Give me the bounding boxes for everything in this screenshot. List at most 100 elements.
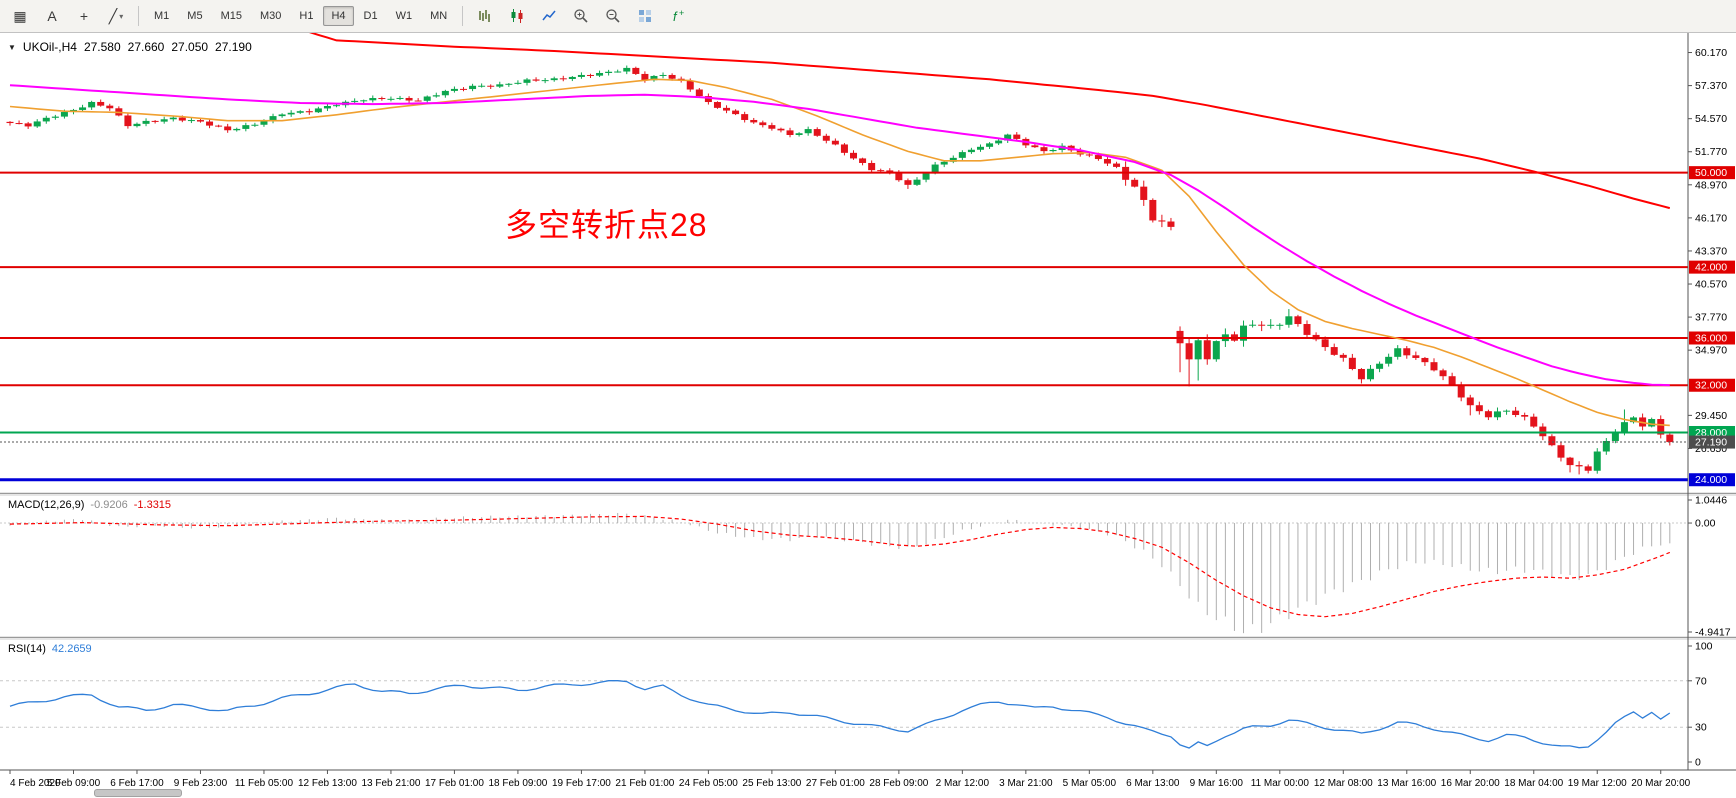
timeframe-d1-button[interactable]: D1: [363, 10, 378, 22]
toolbar-right-group: f +: [469, 3, 693, 29]
svg-text:25 Feb 13:00: 25 Feb 13:00: [742, 778, 801, 789]
timeframe-mn-button[interactable]: MN: [430, 10, 448, 22]
dropdown-arrow-icon: ▾: [119, 11, 124, 21]
macd-signal-line: [9, 515, 1671, 618]
chart-candles-icon[interactable]: [501, 3, 533, 29]
svg-text:50.000: 50.000: [1695, 167, 1727, 179]
timeframe-m5-button[interactable]: M5: [187, 10, 203, 22]
svg-text:11 Feb 05:00: 11 Feb 05:00: [235, 778, 294, 789]
svg-text:11 Mar 00:00: 11 Mar 00:00: [1251, 778, 1310, 789]
svg-text:9 Mar 16:00: 9 Mar 16:00: [1190, 778, 1244, 789]
ma-fast-line: [9, 78, 1670, 427]
rsi-name: RSI(14): [8, 643, 46, 655]
svg-text:3 Mar 21:00: 3 Mar 21:00: [999, 778, 1053, 789]
rsi-value: 42.2659: [51, 643, 92, 655]
timeframe-m15-button[interactable]: M15: [220, 10, 242, 22]
horizontal-scrollbar-thumb[interactable]: [94, 789, 182, 797]
timeframe-w1-button[interactable]: W1: [395, 10, 413, 22]
price-tag: 36.000: [1689, 331, 1735, 345]
price-tag: 50.000: [1689, 166, 1735, 180]
timeframe-m1-button[interactable]: M1: [154, 10, 170, 22]
low-value: 27.050: [171, 40, 209, 54]
svg-text:6 Feb 17:00: 6 Feb 17:00: [110, 778, 164, 789]
svg-text:40.570: 40.570: [1695, 279, 1727, 291]
svg-text:27.190: 27.190: [1695, 437, 1727, 449]
toolbar: ▦ A + ╱ ▾ M1 M5 M15 M30 H1 H4 D1 W1 MN f +: [0, 0, 1736, 33]
svg-text:12 Feb 13:00: 12 Feb 13:00: [298, 778, 357, 789]
chart-bars-icon[interactable]: [469, 3, 501, 29]
price-scale[interactable]: 60.170 57.370 54.570 51.770 48.970 46.170 43.3…: [1688, 47, 1735, 487]
rsi-line: [9, 680, 1671, 749]
svg-text:37.770: 37.770: [1695, 312, 1727, 324]
price-tag: 24.000: [1689, 473, 1735, 487]
high-value: 27.660: [127, 40, 165, 54]
svg-text:48.970: 48.970: [1695, 179, 1727, 191]
one-click-trading-arrow[interactable]: ▼: [8, 42, 16, 52]
zoom-out-icon[interactable]: [597, 3, 629, 29]
toolbar-separator: [462, 6, 464, 26]
price-tag: 27.190: [1689, 435, 1735, 449]
svg-text:51.770: 51.770: [1695, 146, 1727, 158]
svg-text:+: +: [679, 8, 684, 18]
svg-text:-4.9417: -4.9417: [1695, 626, 1731, 638]
svg-text:36.000: 36.000: [1695, 332, 1727, 344]
horizontal-level-lines[interactable]: [0, 171, 1688, 482]
open-value: 27.580: [83, 40, 121, 54]
timeframe-m30-button[interactable]: M30: [259, 10, 282, 22]
rsi-scale[interactable]: 100 70 30 0: [1688, 641, 1713, 769]
svg-text:28 Feb 09:00: 28 Feb 09:00: [869, 778, 928, 789]
svg-text:60.170: 60.170: [1695, 47, 1727, 59]
svg-text:30: 30: [1695, 722, 1707, 734]
toolbar-left-group: ▦ A + ╱ ▾: [4, 3, 132, 29]
macd-histogram: [9, 512, 1671, 634]
svg-text:13 Mar 16:00: 13 Mar 16:00: [1377, 778, 1436, 789]
rsi-pane[interactable]: [0, 680, 1688, 749]
macd-name: MACD(12,26,9): [8, 499, 85, 511]
svg-text:0.00: 0.00: [1695, 518, 1716, 530]
timeframe-group: M1 M5 M15 M30 H1 H4 D1 W1 MN: [145, 6, 456, 26]
macd-scale[interactable]: 1.0446 0.00 -4.9417: [1688, 495, 1731, 639]
crosshair-icon[interactable]: +: [79, 8, 89, 24]
svg-text:27 Feb 01:00: 27 Feb 01:00: [806, 778, 865, 789]
rsi-indicator-label: RSI(14) 42.2659: [8, 643, 92, 655]
chart-annotation-text[interactable]: 多空转折点28: [505, 207, 708, 243]
price-tag: 42.000: [1689, 260, 1735, 274]
svg-text:4 Feb 2020: 4 Feb 2020: [10, 778, 61, 789]
svg-text:54.570: 54.570: [1695, 113, 1727, 125]
svg-text:43.370: 43.370: [1695, 245, 1727, 257]
macd-main-value: -0.9206: [90, 499, 128, 511]
svg-text:32.000: 32.000: [1695, 380, 1727, 392]
svg-text:46.170: 46.170: [1695, 212, 1727, 224]
svg-text:19 Mar 12:00: 19 Mar 12:00: [1568, 778, 1627, 789]
svg-text:f: f: [673, 9, 678, 24]
text-label-icon[interactable]: A: [47, 8, 57, 24]
svg-text:18 Mar 04:00: 18 Mar 04:00: [1504, 778, 1563, 789]
svg-text:16 Mar 20:00: 16 Mar 20:00: [1441, 778, 1500, 789]
svg-text:100: 100: [1695, 641, 1713, 653]
chart-line-icon[interactable]: [533, 3, 565, 29]
svg-text:57.370: 57.370: [1695, 80, 1727, 92]
symbol-period-label: UKOil-,H4: [22, 40, 77, 54]
macd-pane[interactable]: [0, 512, 1688, 634]
draw-tools-icon[interactable]: ╱ ▾: [108, 7, 124, 24]
indicators-icon[interactable]: f +: [661, 3, 693, 29]
svg-text:1.0446: 1.0446: [1695, 495, 1727, 507]
chart-ohlc-header: ▼ UKOil-,H4 27.580 27.660 27.050 27.190: [8, 40, 252, 54]
price-pane[interactable]: [0, 24, 1688, 482]
svg-text:5 Mar 05:00: 5 Mar 05:00: [1063, 778, 1117, 789]
svg-text:0: 0: [1695, 757, 1701, 769]
svg-text:5 Feb 09:00: 5 Feb 09:00: [47, 778, 101, 789]
tile-windows-icon[interactable]: [629, 3, 661, 29]
symbols-grid-icon[interactable]: ▦: [13, 7, 27, 24]
svg-text:34.970: 34.970: [1695, 345, 1727, 357]
chart-background: [0, 32, 1736, 798]
timeframe-h4-button[interactable]: H4: [323, 6, 354, 26]
svg-text:2 Mar 12:00: 2 Mar 12:00: [936, 778, 990, 789]
svg-text:21 Feb 01:00: 21 Feb 01:00: [615, 778, 674, 789]
timeframe-h1-button[interactable]: H1: [299, 10, 314, 22]
zoom-in-icon[interactable]: [565, 3, 597, 29]
price-tag: 32.000: [1689, 378, 1735, 392]
ma-slow-line: [308, 33, 1671, 210]
